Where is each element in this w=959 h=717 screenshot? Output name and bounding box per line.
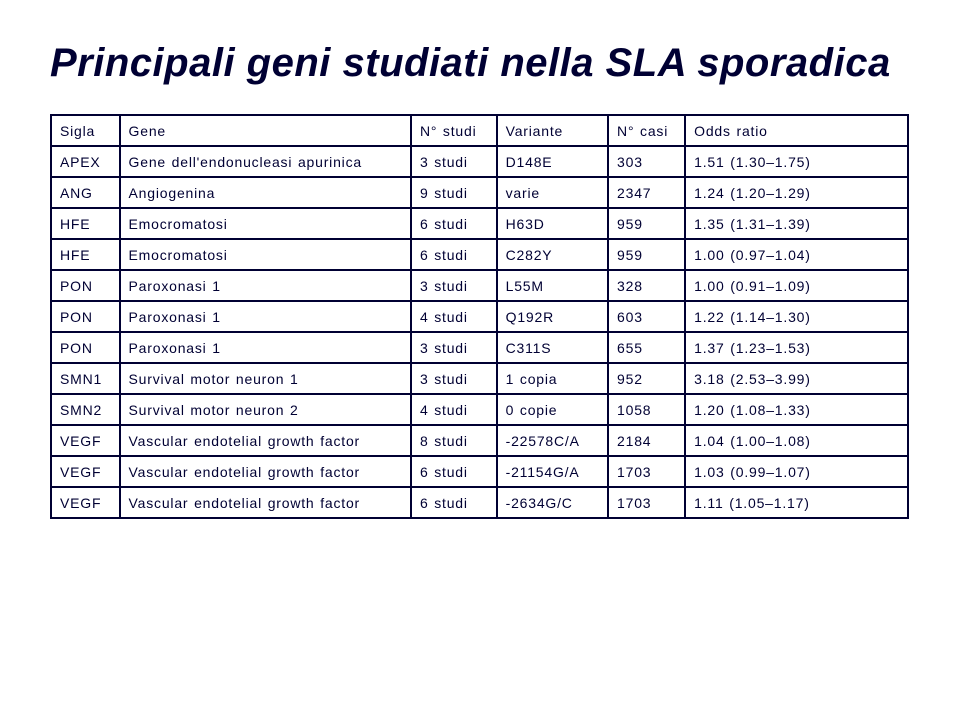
- table-cell: H63D: [497, 208, 608, 239]
- table-cell: 4 studi: [411, 394, 497, 425]
- table-cell: 6 studi: [411, 239, 497, 270]
- table-cell: ANG: [51, 177, 120, 208]
- table-cell: Survival motor neuron 2: [120, 394, 411, 425]
- table-cell: 3 studi: [411, 146, 497, 177]
- table-row: PONParoxonasi 14 studiQ192R6031.22 (1.14…: [51, 301, 908, 332]
- table-cell: HFE: [51, 239, 120, 270]
- table-cell: 3 studi: [411, 332, 497, 363]
- table-cell: C311S: [497, 332, 608, 363]
- table-cell: 1.37 (1.23–1.53): [685, 332, 908, 363]
- table-cell: 1.22 (1.14–1.30): [685, 301, 908, 332]
- table-cell: 303: [608, 146, 685, 177]
- col-gene: Gene: [120, 115, 411, 146]
- table-cell: 959: [608, 208, 685, 239]
- table-cell: 3.18 (2.53–3.99): [685, 363, 908, 394]
- table-cell: 1.04 (1.00–1.08): [685, 425, 908, 456]
- table-row: VEGFVascular endotelial growth factor6 s…: [51, 487, 908, 518]
- col-sigla: Sigla: [51, 115, 120, 146]
- table-cell: -2634G/C: [497, 487, 608, 518]
- table-cell: Emocromatosi: [120, 239, 411, 270]
- table-cell: SMN1: [51, 363, 120, 394]
- table-cell: Angiogenina: [120, 177, 411, 208]
- table-cell: Paroxonasi 1: [120, 301, 411, 332]
- table-cell: 1.24 (1.20–1.29): [685, 177, 908, 208]
- table-cell: VEGF: [51, 487, 120, 518]
- table-cell: 1.35 (1.31–1.39): [685, 208, 908, 239]
- table-cell: HFE: [51, 208, 120, 239]
- table-cell: 6 studi: [411, 456, 497, 487]
- table-cell: 1.00 (0.91–1.09): [685, 270, 908, 301]
- table-row: SMN2Survival motor neuron 24 studi0 copi…: [51, 394, 908, 425]
- table-cell: VEGF: [51, 425, 120, 456]
- table-row: PONParoxonasi 13 studiC311S6551.37 (1.23…: [51, 332, 908, 363]
- table-cell: Q192R: [497, 301, 608, 332]
- table-cell: L55M: [497, 270, 608, 301]
- table-cell: varie: [497, 177, 608, 208]
- table-cell: -21154G/A: [497, 456, 608, 487]
- table-cell: 1.11 (1.05–1.17): [685, 487, 908, 518]
- table-row: PONParoxonasi 13 studiL55M3281.00 (0.91–…: [51, 270, 908, 301]
- table-cell: APEX: [51, 146, 120, 177]
- col-variante: Variante: [497, 115, 608, 146]
- table-cell: 9 studi: [411, 177, 497, 208]
- table-cell: D148E: [497, 146, 608, 177]
- table-cell: 2184: [608, 425, 685, 456]
- table-cell: -22578C/A: [497, 425, 608, 456]
- table-row: SMN1Survival motor neuron 13 studi1 copi…: [51, 363, 908, 394]
- table-cell: Survival motor neuron 1: [120, 363, 411, 394]
- table-cell: 1703: [608, 456, 685, 487]
- table-row: ANGAngiogenina9 studivarie23471.24 (1.20…: [51, 177, 908, 208]
- table-cell: 6 studi: [411, 487, 497, 518]
- table-row: HFEEmocromatosi6 studiC282Y9591.00 (0.97…: [51, 239, 908, 270]
- table-cell: 959: [608, 239, 685, 270]
- table-cell: Emocromatosi: [120, 208, 411, 239]
- table-cell: 8 studi: [411, 425, 497, 456]
- table-cell: 1.51 (1.30–1.75): [685, 146, 908, 177]
- table-cell: Gene dell'endonucleasi apurinica: [120, 146, 411, 177]
- table-row: HFEEmocromatosi6 studiH63D9591.35 (1.31–…: [51, 208, 908, 239]
- table-cell: 328: [608, 270, 685, 301]
- table-cell: PON: [51, 332, 120, 363]
- table-cell: C282Y: [497, 239, 608, 270]
- table-cell: 603: [608, 301, 685, 332]
- table-cell: VEGF: [51, 456, 120, 487]
- col-nstudi: N° studi: [411, 115, 497, 146]
- table-cell: SMN2: [51, 394, 120, 425]
- table-cell: Vascular endotelial growth factor: [120, 425, 411, 456]
- table-cell: 1.00 (0.97–1.04): [685, 239, 908, 270]
- table-cell: PON: [51, 270, 120, 301]
- table-cell: 655: [608, 332, 685, 363]
- col-oddsratio: Odds ratio: [685, 115, 908, 146]
- table-cell: 2347: [608, 177, 685, 208]
- table-cell: 1.20 (1.08–1.33): [685, 394, 908, 425]
- header-row: Sigla Gene N° studi Variante N° casi Odd…: [51, 115, 908, 146]
- table-row: VEGFVascular endotelial growth factor8 s…: [51, 425, 908, 456]
- table-cell: 952: [608, 363, 685, 394]
- table-cell: 3 studi: [411, 363, 497, 394]
- table-row: VEGFVascular endotelial growth factor6 s…: [51, 456, 908, 487]
- table-row: APEXGene dell'endonucleasi apurinica3 st…: [51, 146, 908, 177]
- col-ncasi: N° casi: [608, 115, 685, 146]
- table-cell: 1703: [608, 487, 685, 518]
- page-title: Principali geni studiati nella SLA spora…: [50, 40, 909, 86]
- table-cell: 3 studi: [411, 270, 497, 301]
- table-cell: PON: [51, 301, 120, 332]
- gene-table: Sigla Gene N° studi Variante N° casi Odd…: [50, 114, 909, 519]
- table-cell: Vascular endotelial growth factor: [120, 456, 411, 487]
- table-cell: Paroxonasi 1: [120, 332, 411, 363]
- table-cell: Paroxonasi 1: [120, 270, 411, 301]
- table-cell: 6 studi: [411, 208, 497, 239]
- table-cell: 1.03 (0.99–1.07): [685, 456, 908, 487]
- table-cell: Vascular endotelial growth factor: [120, 487, 411, 518]
- table-cell: 1 copia: [497, 363, 608, 394]
- table-cell: 4 studi: [411, 301, 497, 332]
- table-cell: 1058: [608, 394, 685, 425]
- table-cell: 0 copie: [497, 394, 608, 425]
